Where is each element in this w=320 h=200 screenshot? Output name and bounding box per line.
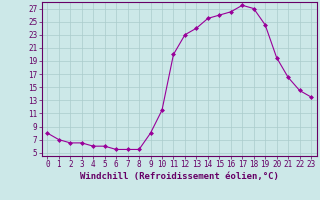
- X-axis label: Windchill (Refroidissement éolien,°C): Windchill (Refroidissement éolien,°C): [80, 172, 279, 181]
